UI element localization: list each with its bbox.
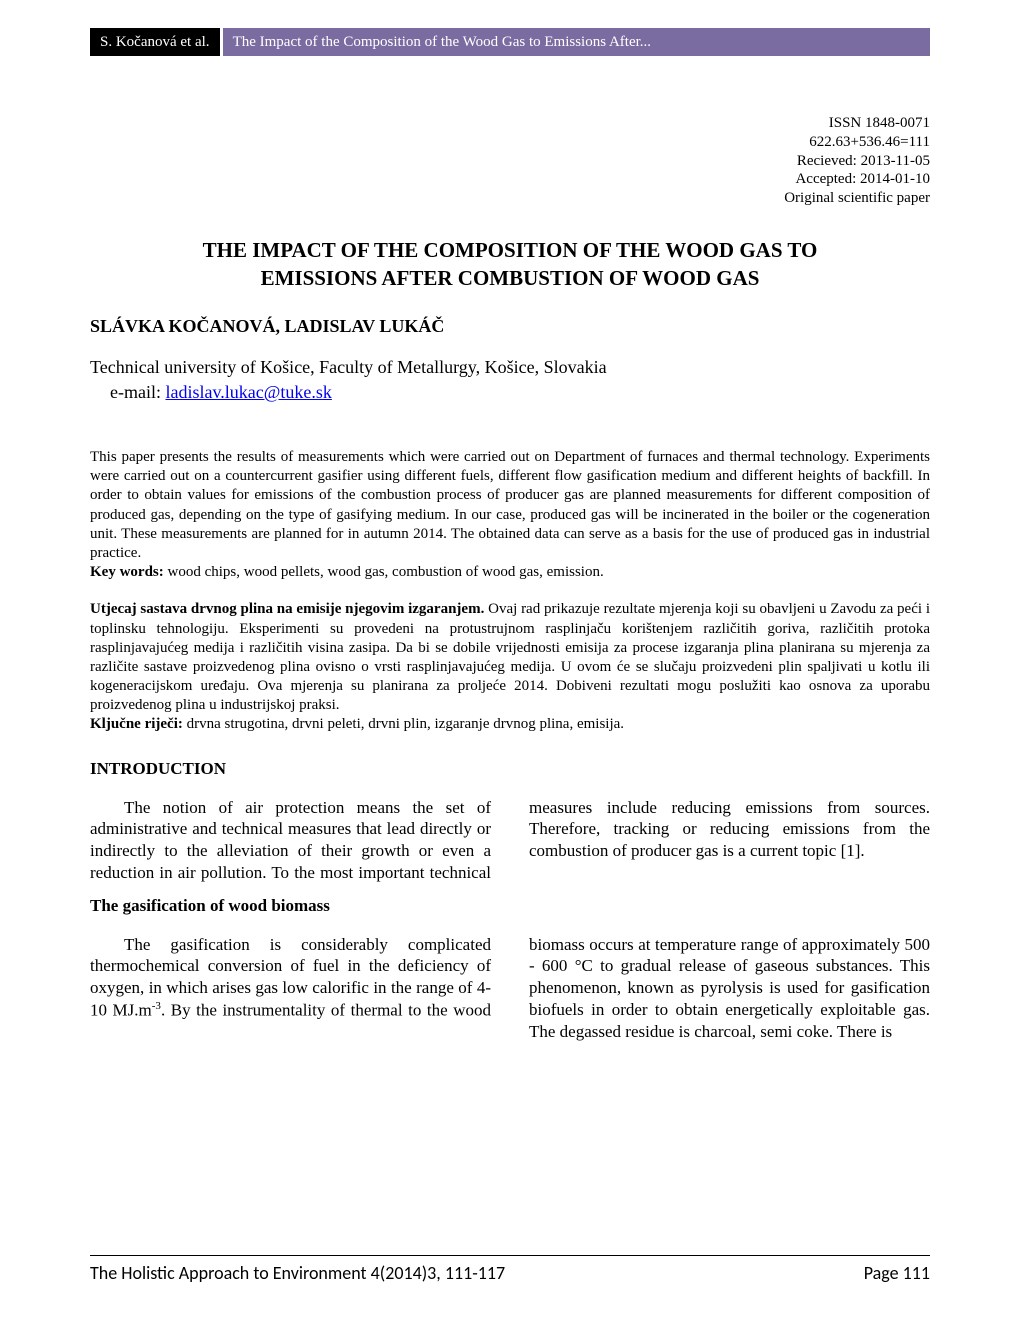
keywords-hr-label: Ključne riječi: [90,716,187,732]
footer-page: Page 111 [864,1262,930,1284]
meta-accepted: Accepted: 2014-01-10 [90,170,930,189]
abstract-en: This paper presents the results of measu… [90,448,930,582]
intro-body: The notion of air protection means the s… [90,797,930,884]
keywords-en: wood chips, wood pellets, wood gas, comb… [168,564,604,580]
intro-paragraph: The notion of air protection means the s… [90,797,930,884]
abstract-hr-text: Ovaj rad prikazuje rezultate mjerenja ko… [90,601,930,713]
footer-journal: The Holistic Approach to Environment 4(2… [90,1262,505,1284]
keywords-en-label: Key words: [90,564,168,580]
abstract-en-text: This paper presents the results of measu… [90,449,930,561]
gasification-paragraph: The gasification is considerably complic… [90,934,930,1043]
section-introduction: INTRODUCTION [90,759,930,779]
title-line-1: THE IMPACT OF THE COMPOSITION OF THE WOO… [203,238,818,262]
keywords-hr: drvna strugotina, drvni peleti, drvni pl… [187,716,624,732]
article-title: THE IMPACT OF THE COMPOSITION OF THE WOO… [90,236,930,293]
page-footer: The Holistic Approach to Environment 4(2… [90,1255,930,1284]
abstract-hr: Utjecaj sastava drvnog plina na emisije … [90,600,930,734]
gasification-sup: -3 [152,1000,161,1012]
meta-received: Recieved: 2013-11-05 [90,152,930,171]
header-title: The Impact of the Composition of the Woo… [223,28,930,56]
header-authors: S. Kočanová et al. [90,28,223,56]
title-line-2: EMISSIONS AFTER COMBUSTION OF WOOD GAS [261,266,760,290]
subsection-gasification: The gasification of wood biomass [90,896,930,916]
running-header: S. Kočanová et al. The Impact of the Com… [90,28,930,56]
meta-issn: ISSN 1848-0071 [90,114,930,133]
meta-type: Original scientific paper [90,189,930,208]
gasification-body: The gasification is considerably complic… [90,934,930,1043]
article-meta: ISSN 1848-0071 622.63+536.46=111 Recieve… [90,114,930,208]
email-link[interactable]: ladislav.lukac@tuke.sk [165,382,331,402]
authors: SLÁVKA KOČANOVÁ, LADISLAV LUKÁČ [90,316,930,337]
abstract-hr-title: Utjecaj sastava drvnog plina na emisije … [90,601,488,617]
email-prefix: e-mail: [110,382,165,402]
affiliation-text: Technical university of Košice, Faculty … [90,357,607,377]
meta-udc: 622.63+536.46=111 [90,133,930,152]
affiliation-block: Technical university of Košice, Faculty … [90,355,930,404]
